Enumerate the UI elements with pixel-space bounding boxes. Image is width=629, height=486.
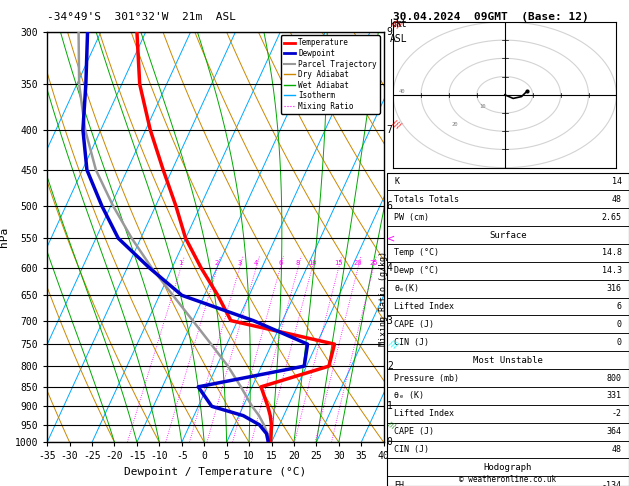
Text: 14: 14: [612, 177, 621, 186]
Text: 20: 20: [353, 260, 362, 266]
Text: Totals Totals: Totals Totals: [394, 195, 459, 204]
Bar: [387, 244, 629, 262]
Text: 9: 9: [387, 27, 392, 36]
Bar: [387, 458, 629, 476]
Text: Hodograph: Hodograph: [484, 463, 532, 472]
Text: ///: ///: [390, 119, 402, 131]
Text: 316: 316: [607, 284, 621, 293]
Y-axis label: hPa: hPa: [0, 227, 9, 247]
Text: 15: 15: [334, 260, 343, 266]
Text: ///: ///: [387, 420, 396, 429]
Text: ///: ///: [387, 338, 399, 350]
Text: 4: 4: [254, 260, 258, 266]
Text: Pressure (mb): Pressure (mb): [394, 374, 459, 382]
Text: Temp (°C): Temp (°C): [394, 248, 439, 258]
Text: CAPE (J): CAPE (J): [394, 427, 434, 436]
Text: 0: 0: [617, 338, 621, 347]
Text: θₑ (K): θₑ (K): [394, 391, 424, 400]
Text: 4: 4: [387, 263, 399, 273]
Text: 10: 10: [308, 260, 316, 266]
Text: 6: 6: [617, 302, 621, 311]
Text: 800: 800: [607, 374, 621, 382]
Bar: [387, 280, 629, 297]
Text: 48: 48: [612, 445, 621, 454]
Text: 0: 0: [617, 320, 621, 329]
X-axis label: Dewpoint / Temperature (°C): Dewpoint / Temperature (°C): [125, 467, 306, 477]
Text: -2: -2: [612, 409, 621, 418]
Bar: [387, 476, 629, 486]
Text: CIN (J): CIN (J): [394, 338, 429, 347]
Bar: [387, 208, 629, 226]
Text: 331: 331: [607, 391, 621, 400]
Bar: [387, 369, 629, 387]
Text: EH: EH: [394, 481, 404, 486]
Text: © weatheronline.co.uk: © weatheronline.co.uk: [459, 474, 557, 484]
Text: 14.3: 14.3: [602, 266, 621, 275]
Text: 2.65: 2.65: [602, 213, 621, 222]
Bar: [387, 173, 629, 191]
Legend: Temperature, Dewpoint, Parcel Trajectory, Dry Adiabat, Wet Adiabat, Isotherm, Mi: Temperature, Dewpoint, Parcel Trajectory…: [281, 35, 380, 114]
Text: K: K: [394, 177, 399, 186]
Text: 6: 6: [278, 260, 282, 266]
Text: θₑ(K): θₑ(K): [394, 284, 419, 293]
Text: Lifted Index: Lifted Index: [394, 409, 454, 418]
Text: CAPE (J): CAPE (J): [394, 320, 434, 329]
Text: ASL: ASL: [390, 34, 408, 44]
Text: Surface: Surface: [489, 230, 526, 240]
Text: 8: 8: [296, 260, 300, 266]
Text: CIN (J): CIN (J): [394, 445, 429, 454]
Bar: [387, 262, 629, 280]
Text: 2: 2: [215, 260, 219, 266]
Text: 1: 1: [387, 401, 392, 411]
Text: 48: 48: [612, 195, 621, 204]
Text: Most Unstable: Most Unstable: [473, 356, 543, 364]
Text: 0: 0: [387, 437, 392, 447]
Text: 364: 364: [607, 427, 621, 436]
Bar: [387, 405, 629, 423]
Bar: [387, 440, 629, 458]
Text: 3: 3: [387, 315, 392, 326]
Text: 3: 3: [237, 260, 242, 266]
Bar: [387, 315, 629, 333]
Text: 25: 25: [369, 260, 377, 266]
Bar: [387, 226, 629, 244]
Text: 20: 20: [452, 122, 459, 127]
Text: Mixing Ratio (g/kg): Mixing Ratio (g/kg): [379, 251, 388, 346]
Text: 14.8: 14.8: [602, 248, 621, 258]
Bar: [387, 423, 629, 440]
Text: 2: 2: [387, 361, 392, 371]
Text: 1: 1: [179, 260, 183, 266]
Text: 40: 40: [399, 89, 405, 94]
Text: 10: 10: [480, 104, 486, 108]
Bar: [387, 387, 629, 405]
Text: km: km: [390, 19, 402, 29]
Text: PW (cm): PW (cm): [394, 213, 429, 222]
Bar: [387, 333, 629, 351]
Text: 7: 7: [387, 125, 392, 135]
Text: 6: 6: [387, 201, 392, 211]
Bar: [387, 297, 629, 315]
Text: -34°49'S  301°32'W  21m  ASL: -34°49'S 301°32'W 21m ASL: [47, 12, 236, 22]
Text: 30.04.2024  09GMT  (Base: 12): 30.04.2024 09GMT (Base: 12): [393, 12, 589, 22]
Text: kt: kt: [396, 19, 408, 29]
Text: -134: -134: [602, 481, 621, 486]
Bar: [387, 351, 629, 369]
Text: ///: ///: [390, 18, 402, 30]
Text: Dewp (°C): Dewp (°C): [394, 266, 439, 275]
Text: <: <: [387, 233, 395, 243]
Text: Lifted Index: Lifted Index: [394, 302, 454, 311]
Bar: [387, 191, 629, 208]
